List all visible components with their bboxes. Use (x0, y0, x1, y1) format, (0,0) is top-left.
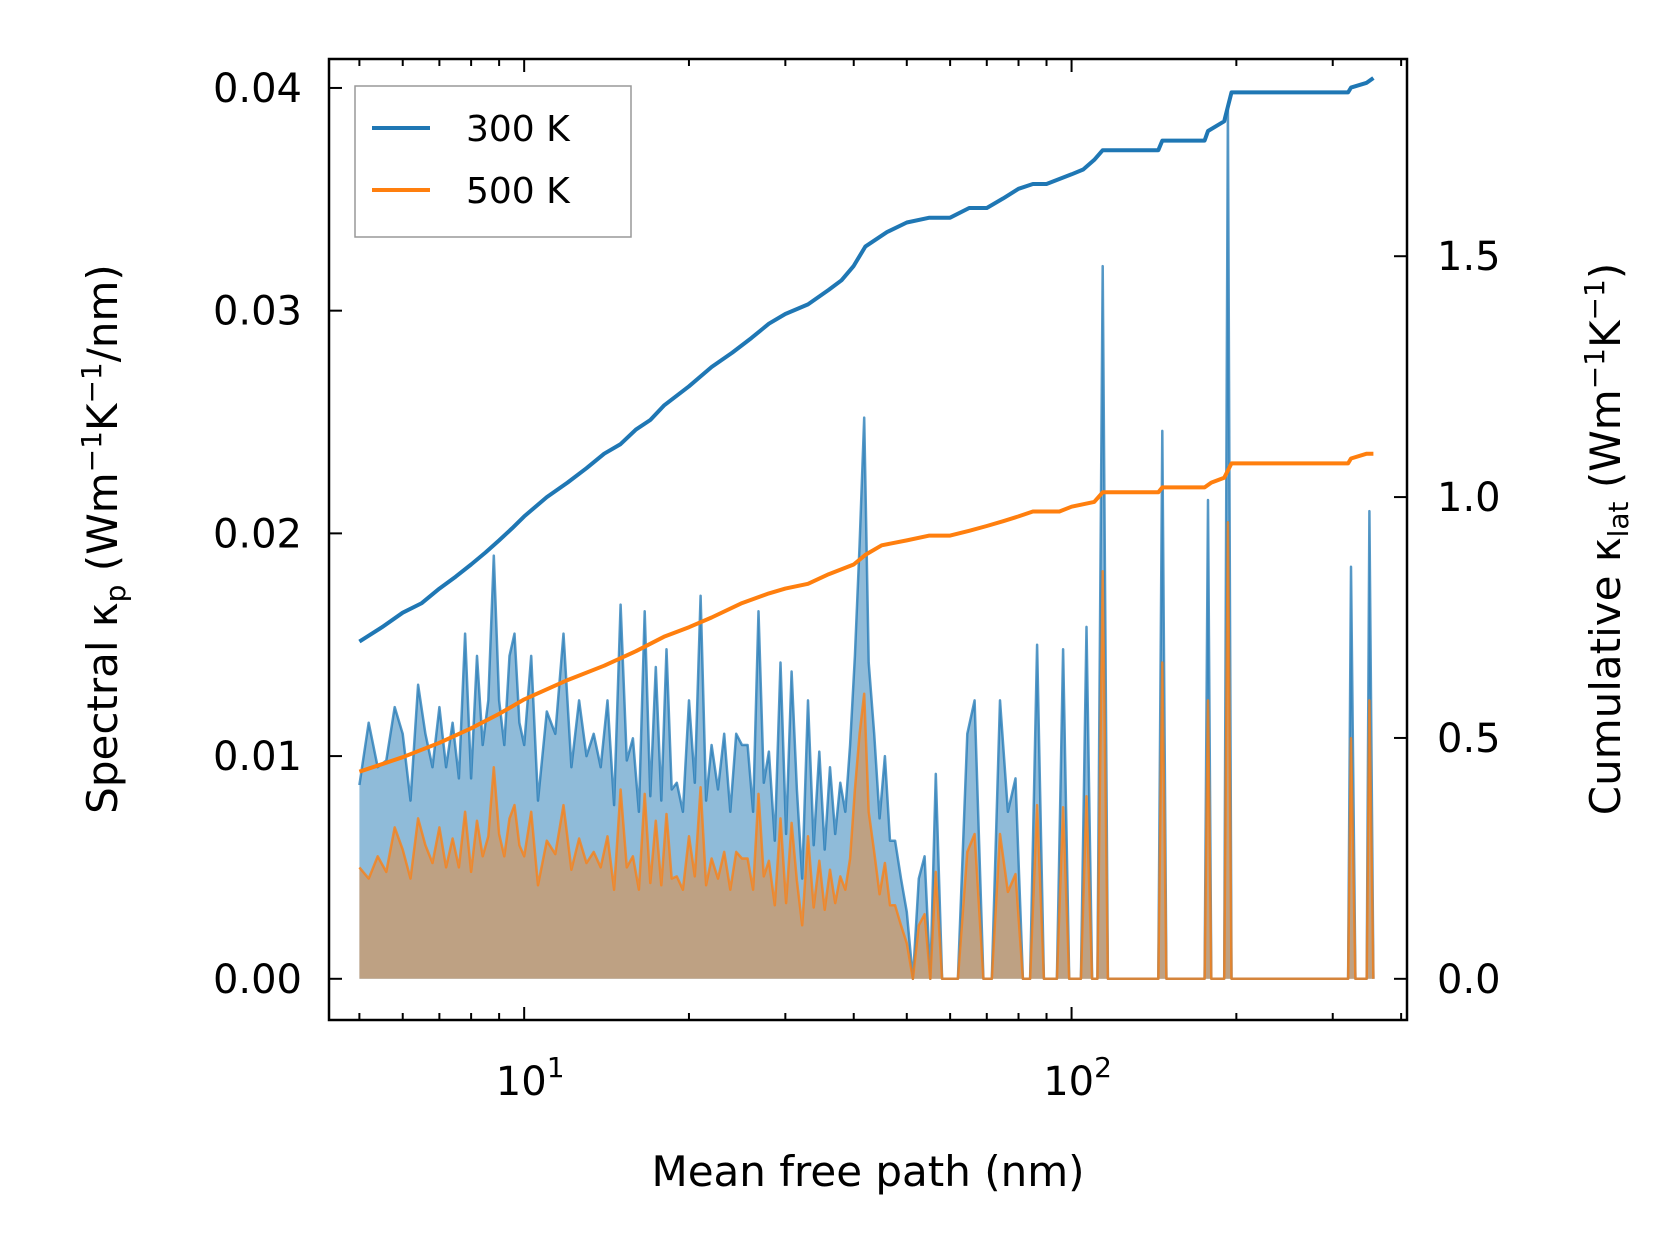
plot-area (358, 76, 1375, 981)
y-axis-title-exp2: −1 (75, 362, 108, 403)
y-axis-title-sub: p (99, 585, 132, 603)
plot-frame (327, 57, 1409, 1022)
y-tick-label: 0.03 (213, 289, 302, 335)
cumulative-line-300k (358, 76, 1375, 644)
x-tick-label-base: 10 (1043, 1059, 1094, 1105)
y2-tick-label: 0.5 (1437, 716, 1501, 762)
x-tick-label-base: 10 (496, 1059, 547, 1105)
cumulative-line-500k (358, 451, 1374, 774)
y-axis-title-exp1: −1 (75, 431, 108, 472)
y2-axis-title-unit-open: (Wm (1581, 389, 1630, 501)
y2-axis-title-exp1: −1 (1578, 348, 1611, 389)
y2-axis-title-mid: K (1581, 319, 1630, 348)
y2-tick-label: 1.0 (1437, 475, 1501, 521)
y2-axis-title: Cumulative κlat (Wm−1K−1) (1578, 263, 1635, 815)
y-axis-title-main: Spectral κ (78, 602, 127, 814)
legend-label-500k: 500 K (466, 171, 571, 212)
y-axis-title-unit-close: /nm) (78, 264, 127, 362)
y-tick-label: 0.01 (213, 734, 302, 780)
legend: 300 K 500 K (354, 85, 632, 238)
y-axis-title-mid: K (78, 402, 127, 431)
y-tick-label: 0.02 (213, 511, 302, 557)
y2-tick-label: 1.5 (1437, 234, 1501, 280)
y2-axis-title-sub: lat (1602, 501, 1635, 537)
y-tick-label: 0.00 (213, 957, 302, 1003)
spectral-line-500k (358, 520, 1375, 981)
x-tick-label-exp: 2 (1094, 1051, 1112, 1084)
y2-axis-title-exp2: −1 (1578, 279, 1611, 320)
y2-tick-label: 0.0 (1437, 957, 1501, 1003)
legend-box (354, 85, 632, 238)
y2-axis-title-unit-close: ) (1581, 263, 1630, 279)
x-tick-label: 102 (1043, 1051, 1112, 1105)
x-tick-label: 101 (496, 1051, 565, 1105)
y2-axis-title-main: Cumulative κ (1581, 537, 1630, 815)
spectral-line-300k (358, 104, 1375, 981)
spectral-fill-500k (359, 522, 1374, 979)
y-axis-title-unit-open: (Wm (78, 472, 127, 584)
legend-label-300k: 300 K (466, 109, 571, 150)
y-tick-label: 0.04 (213, 66, 302, 112)
x-axis-title: Mean free path (nm) (651, 1147, 1084, 1196)
x-tick-label-exp: 1 (547, 1051, 565, 1084)
y-axis-title: Spectral κp (Wm−1K−1/nm) (75, 264, 132, 814)
